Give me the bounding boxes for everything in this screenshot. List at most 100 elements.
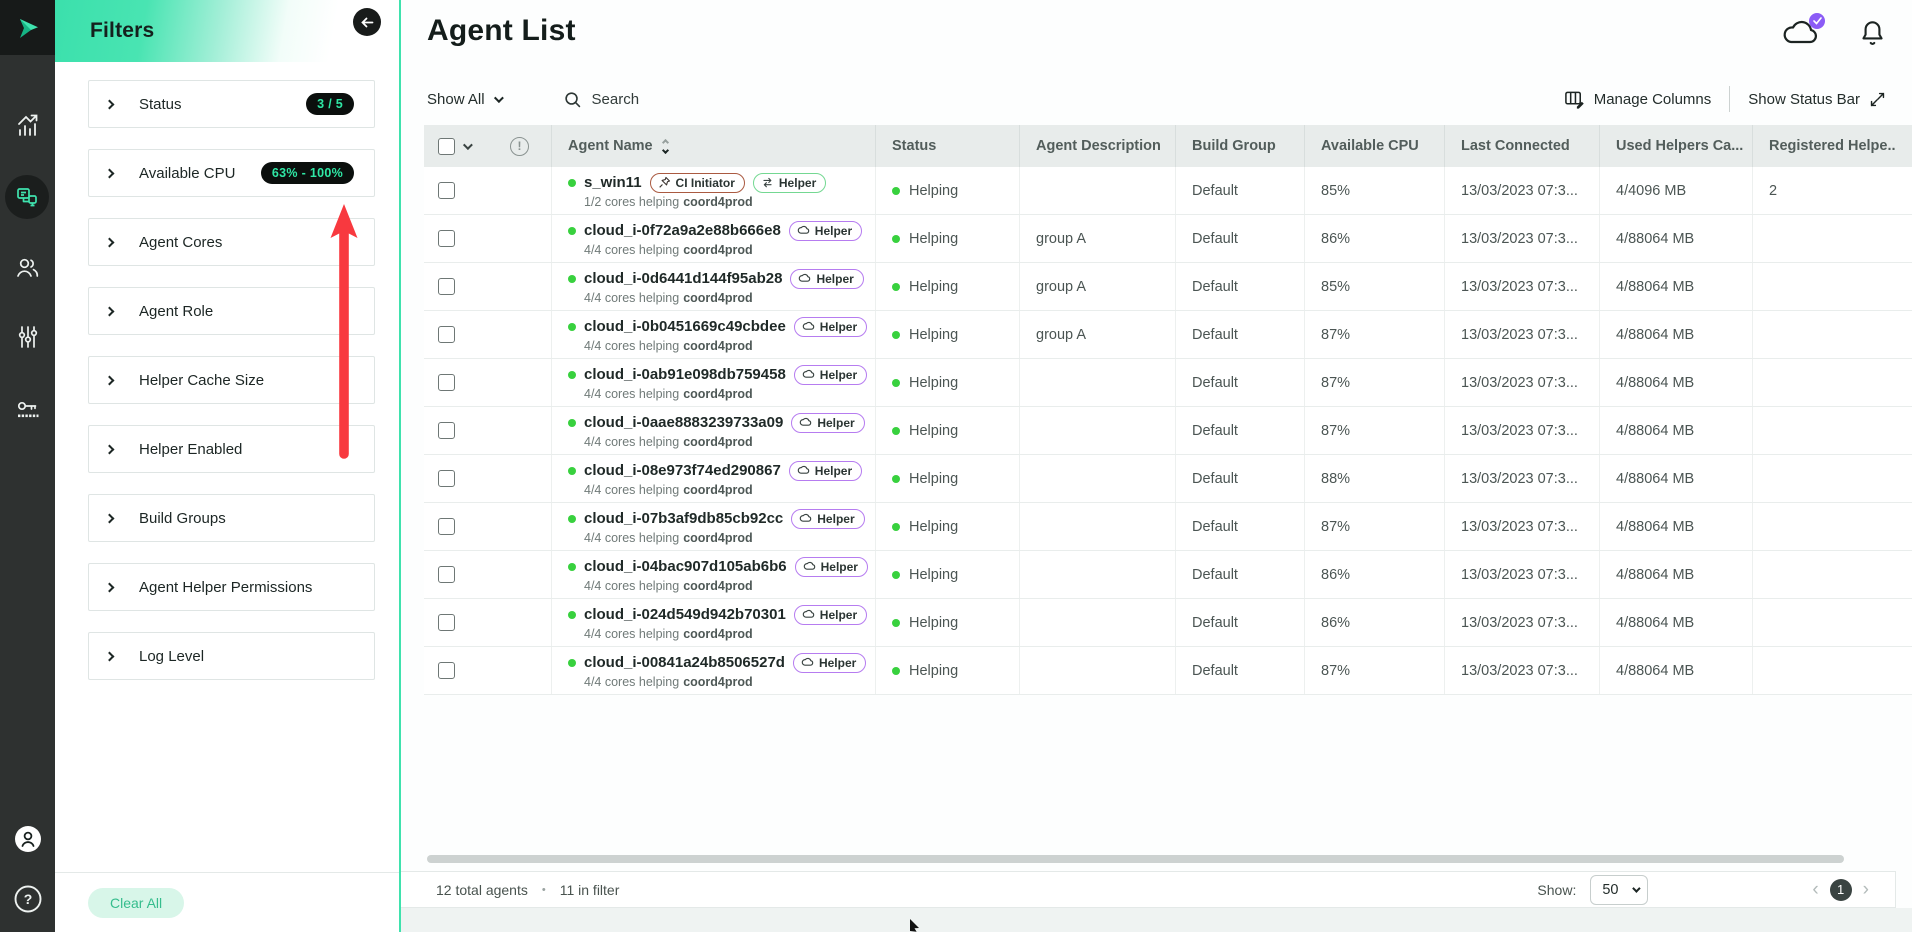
row-checkbox[interactable] xyxy=(438,278,455,295)
row-checkbox[interactable] xyxy=(438,566,455,583)
sidebar-item-license[interactable] xyxy=(0,398,55,424)
caret-down-icon xyxy=(662,146,669,153)
coordinator-name: coord4prod xyxy=(683,531,752,545)
header-alerts: ! xyxy=(494,125,552,167)
sidebar-item-agents[interactable] xyxy=(5,175,49,219)
select-menu-chevron-icon[interactable] xyxy=(463,140,473,150)
search-input[interactable] xyxy=(592,91,812,108)
sidebar-item-help[interactable]: ? xyxy=(0,884,55,914)
row-checkbox[interactable] xyxy=(438,230,455,247)
show-all-dropdown[interactable]: Show All xyxy=(427,91,501,108)
status-text: Helping xyxy=(909,375,958,391)
description-cell: group A xyxy=(1020,311,1176,358)
row-select-cell xyxy=(424,407,494,454)
row-checkbox[interactable] xyxy=(438,182,455,199)
filter-card[interactable]: Available CPU 63% - 100% xyxy=(88,149,375,197)
bar-chart-icon xyxy=(15,112,41,138)
next-page-button[interactable]: › xyxy=(1863,880,1869,899)
filter-label: Helper Enabled xyxy=(139,441,242,458)
description-cell xyxy=(1020,551,1176,598)
last-connected-cell: 13/03/2023 07:3... xyxy=(1445,167,1600,214)
table-row[interactable]: cloud_i-0d6441d144f95ab28 xyxy=(424,263,1912,311)
row-checkbox[interactable] xyxy=(438,422,455,439)
status-text: Helping xyxy=(909,471,958,487)
online-dot xyxy=(568,611,576,619)
column-header-description: Agent Description xyxy=(1020,125,1176,167)
sort-icons xyxy=(663,140,668,153)
agent-name-line: cloud_i-08e973f74ed290867 xyxy=(568,461,862,481)
cores-helping-text: 4/4 cores helpingcoord4prod xyxy=(568,387,753,401)
badge-label: CI Initiator xyxy=(676,176,735,190)
profile-icon xyxy=(13,824,43,854)
sliders-icon xyxy=(15,324,41,350)
prev-page-button[interactable]: ‹ xyxy=(1812,880,1818,899)
badge-icon xyxy=(799,416,812,429)
filter-card[interactable]: Build Groups xyxy=(88,494,375,542)
online-dot xyxy=(568,467,576,475)
table-row[interactable]: cloud_i-04bac907d105ab6b6 xyxy=(424,551,1912,599)
cores-text: 4/4 cores helping xyxy=(584,339,679,353)
available-cpu-cell: 87% xyxy=(1305,311,1445,358)
row-alert-cell xyxy=(494,551,552,598)
table-row[interactable]: cloud_i-07b3af9db85cb92cc xyxy=(424,503,1912,551)
online-dot xyxy=(568,515,576,523)
badge-icon xyxy=(798,272,811,285)
cores-text: 4/4 cores helping xyxy=(584,483,679,497)
online-dot xyxy=(568,179,576,187)
online-dot xyxy=(568,563,576,571)
build-group-cell: Default xyxy=(1176,551,1305,598)
clear-all-button[interactable]: Clear All xyxy=(88,888,184,918)
status-dot xyxy=(892,331,900,339)
table-row[interactable]: cloud_i-0aae8883239733a09 xyxy=(424,407,1912,455)
build-group-cell: Default xyxy=(1176,167,1305,214)
available-cpu-cell: 86% xyxy=(1305,599,1445,646)
table-row[interactable]: cloud_i-024d549d942b70301 xyxy=(424,599,1912,647)
build-group-cell: Default xyxy=(1176,263,1305,310)
filter-card[interactable]: Log Level xyxy=(88,632,375,680)
row-checkbox[interactable] xyxy=(438,374,455,391)
agent-role-badge: Helper xyxy=(791,413,864,433)
badge-icon xyxy=(801,656,814,669)
collapse-filters-button[interactable] xyxy=(353,8,381,36)
agent-name-cell: cloud_i-00841a24b8506527d xyxy=(552,647,876,694)
show-status-bar-button[interactable]: Show Status Bar xyxy=(1748,91,1886,108)
online-dot xyxy=(568,227,576,235)
table-row[interactable]: cloud_i-0f72a9a2e88b666e8 xyxy=(424,215,1912,263)
description-cell xyxy=(1020,455,1176,502)
last-connected-cell: 13/03/2023 07:3... xyxy=(1445,263,1600,310)
badge-icon xyxy=(797,464,810,477)
table-row[interactable]: cloud_i-00841a24b8506527d xyxy=(424,647,1912,695)
page-size-select[interactable]: 50 xyxy=(1590,875,1648,905)
table-row[interactable]: cloud_i-0ab91e098db759458 xyxy=(424,359,1912,407)
table-row[interactable]: s_win11 xyxy=(424,167,1912,215)
status-cell: Helping xyxy=(876,407,1020,454)
row-checkbox[interactable] xyxy=(438,518,455,535)
cloud-status-button[interactable] xyxy=(1781,18,1821,53)
agent-role-badge: Helper xyxy=(753,173,826,193)
last-connected-cell: 13/03/2023 07:3... xyxy=(1445,407,1600,454)
row-alert-cell xyxy=(494,503,552,550)
row-checkbox[interactable] xyxy=(438,326,455,343)
agent-name-cell: cloud_i-0aae8883239733a09 xyxy=(552,407,876,454)
agent-name-line: cloud_i-0b0451669c49cbdee xyxy=(568,317,867,337)
row-checkbox[interactable] xyxy=(438,614,455,631)
current-page-button[interactable]: 1 xyxy=(1830,879,1852,901)
notifications-button[interactable] xyxy=(1859,19,1886,53)
row-checkbox[interactable] xyxy=(438,470,455,487)
sidebar-item-settings[interactable] xyxy=(0,324,55,350)
sidebar-item-users[interactable] xyxy=(0,254,55,281)
horizontal-scrollbar[interactable] xyxy=(427,855,1844,863)
sidebar-item-dashboard[interactable] xyxy=(0,112,55,138)
build-group-cell: Default xyxy=(1176,599,1305,646)
last-connected-cell: 13/03/2023 07:3... xyxy=(1445,215,1600,262)
row-checkbox[interactable] xyxy=(438,662,455,679)
sidebar-item-profile[interactable] xyxy=(0,824,55,854)
select-all-checkbox[interactable] xyxy=(438,138,455,155)
agent-role-badge: Helper xyxy=(795,557,868,577)
manage-columns-button[interactable]: Manage Columns xyxy=(1564,89,1712,110)
filter-card[interactable]: Status 3 / 5 xyxy=(88,80,375,128)
column-header-agent-name[interactable]: Agent Name xyxy=(552,125,876,167)
filter-card[interactable]: Agent Helper Permissions xyxy=(88,563,375,611)
table-row[interactable]: cloud_i-08e973f74ed290867 xyxy=(424,455,1912,503)
table-row[interactable]: cloud_i-0b0451669c49cbdee xyxy=(424,311,1912,359)
